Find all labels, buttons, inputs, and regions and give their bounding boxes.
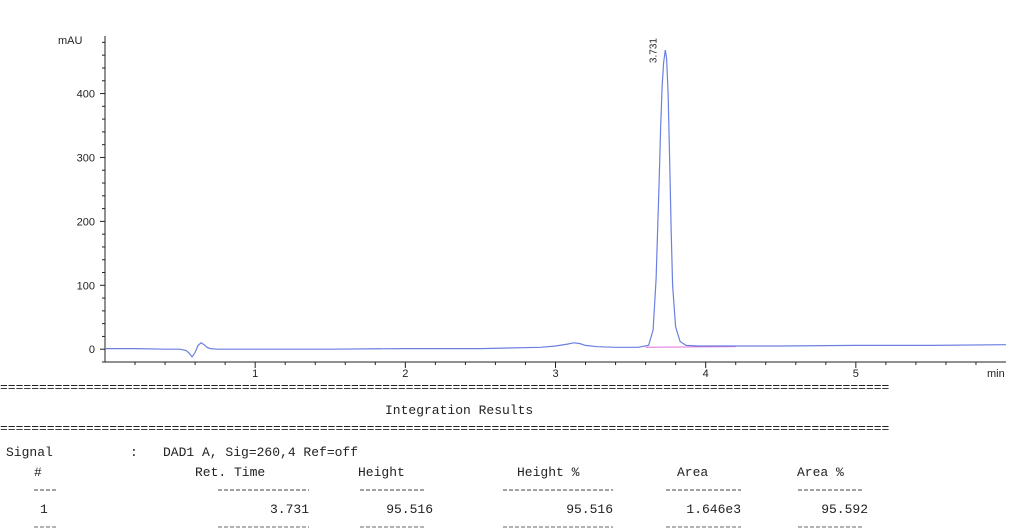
plot-area [105,50,1007,358]
table-row: 1 3.731 95.516 95.516 1.646e3 95.592 [40,502,868,517]
x-tick-label-1: 1 [252,368,258,380]
x-tick-label-4: 4 [703,368,709,380]
y-axis-label: mAU [58,35,83,47]
separator-line-bottom: ========================================… [0,421,890,436]
cell-ret-time: 3.731 [270,502,309,517]
cell-height-pct: 95.516 [566,502,613,517]
report-title: Integration Results [385,403,533,418]
column-header-area-pct: Area % [797,465,844,480]
x-ticks: 1 2 3 4 5 [134,362,977,380]
peak-label: 3.731 [648,38,659,63]
column-header-ret-time: Ret. Time [195,465,265,480]
column-header-height: Height [358,465,405,480]
y-tick-label-400: 400 [77,89,95,101]
y-tick-label-0: 0 [89,344,95,356]
column-header-area: Area [677,465,708,480]
signal-label: Signal [6,445,53,460]
signal-trace [105,50,1007,358]
signal-separator: : [130,445,138,460]
column-header-num: # [34,465,42,480]
column-header-height-pct: Height % [517,465,580,480]
separator-line-top: ========================================… [0,380,890,395]
x-tick-label-5: 5 [853,368,859,380]
y-tick-label-100: 100 [77,280,95,292]
cell-num: 1 [40,502,48,517]
y-ticks: 0 100 200 300 400 [77,41,105,363]
signal-value: DAD1 A, Sig=260,4 Ref=off [163,445,358,460]
y-tick-label-300: 300 [77,152,95,164]
peak-annotations: 3.731 [648,38,659,63]
cell-area: 1.646e3 [686,502,741,517]
chart-axes [104,36,1006,363]
cell-area-pct: 95.592 [821,502,868,517]
x-tick-label-3: 3 [552,368,558,380]
cell-height: 95.516 [386,502,433,517]
x-tick-label-2: 2 [402,368,408,380]
integration-baseline [645,346,736,348]
x-axis-label: min [987,368,1005,380]
integration-report: ========================================… [0,380,890,528]
y-tick-label-200: 200 [77,216,95,228]
